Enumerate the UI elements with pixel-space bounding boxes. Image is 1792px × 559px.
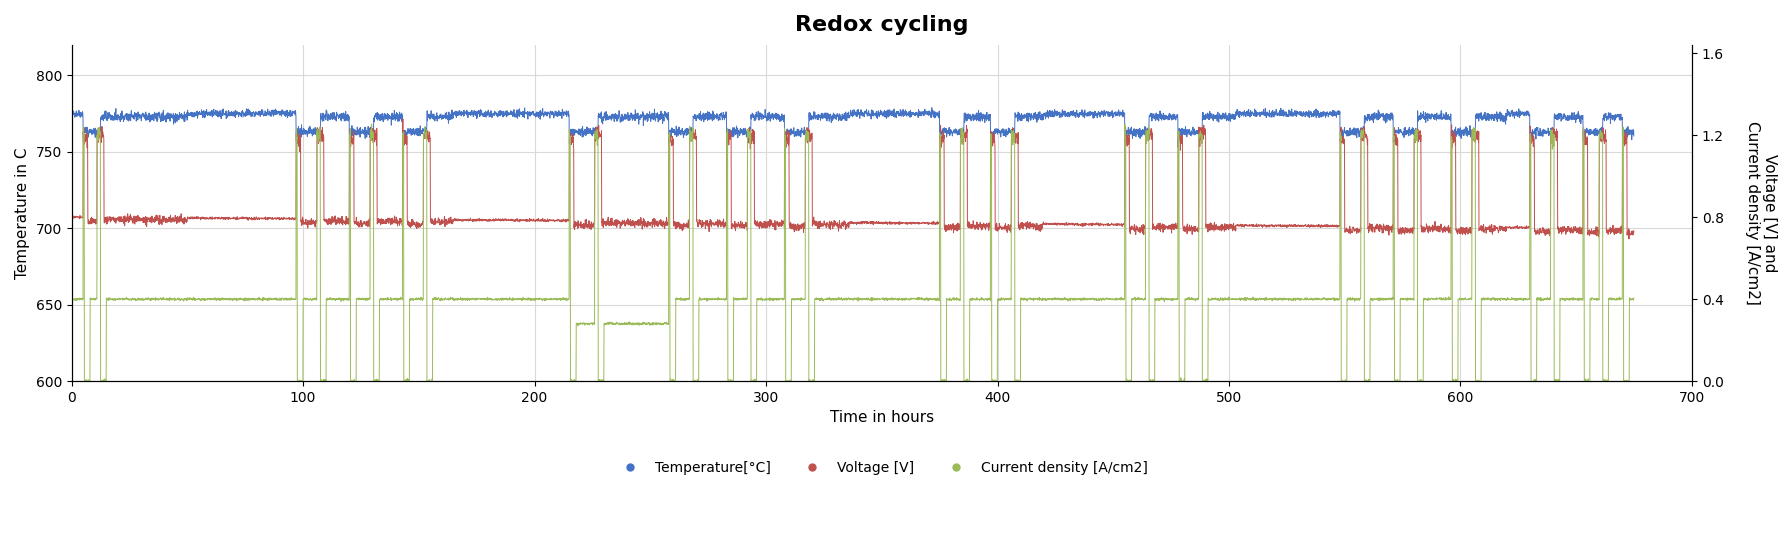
Y-axis label: Temperature in C: Temperature in C [14,147,30,279]
X-axis label: Time in hours: Time in hours [830,410,934,425]
Y-axis label: Voltage [V] and
Current density [A/cm2]: Voltage [V] and Current density [A/cm2] [1745,121,1778,305]
Legend: Temperature[°C], Voltage [V], Current density [A/cm2]: Temperature[°C], Voltage [V], Current de… [611,456,1154,480]
Title: Redox cycling: Redox cycling [796,15,968,35]
